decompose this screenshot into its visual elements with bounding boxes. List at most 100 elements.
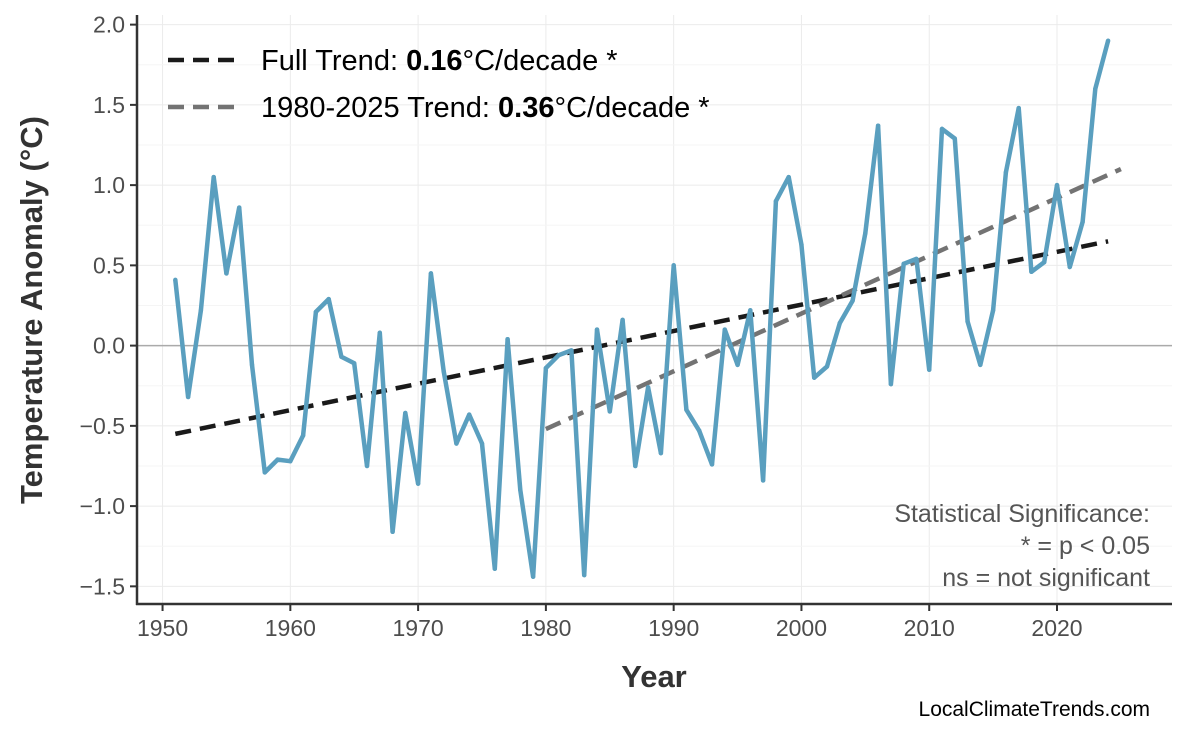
data-point <box>479 441 485 446</box>
data-point <box>185 394 191 400</box>
data-point <box>198 308 204 313</box>
data-point <box>1067 264 1072 270</box>
data-point <box>454 441 459 446</box>
data-point <box>377 330 382 335</box>
legend-label-2: 1980-2025 Trend: 0.36°C/decade * <box>261 92 710 124</box>
data-point <box>415 481 421 486</box>
data-point <box>952 136 957 141</box>
data-point <box>249 362 255 368</box>
data-point <box>556 353 561 358</box>
y-tick-label: 1.5 <box>93 92 125 118</box>
data-point <box>875 123 881 128</box>
data-point <box>901 261 906 266</box>
data-point <box>658 450 664 456</box>
y-tick-label: 0.5 <box>93 252 125 278</box>
axes <box>130 15 1172 611</box>
x-tick-label: 1950 <box>137 615 188 641</box>
note-line-3: ns = not significant <box>942 564 1150 592</box>
data-point <box>837 320 842 326</box>
x-tick-label: 1970 <box>393 615 444 641</box>
anomaly-line <box>173 40 1111 579</box>
legend-suffix: °C/decade * <box>554 92 709 124</box>
series-lines <box>173 38 1111 579</box>
trend-line-2 <box>544 167 1122 432</box>
data-point <box>237 205 242 210</box>
data-point <box>1003 170 1009 175</box>
data-point <box>863 231 868 236</box>
data-point <box>709 462 715 467</box>
data-point <box>569 348 574 353</box>
data-point <box>211 174 216 180</box>
data-point <box>607 409 612 414</box>
data-point <box>543 365 549 371</box>
data-point <box>914 256 919 262</box>
legend-trend-value: 0.16 <box>406 45 462 77</box>
data-point <box>518 487 523 493</box>
data-point <box>620 317 625 323</box>
data-point <box>773 198 779 204</box>
data-point <box>748 308 753 313</box>
y-tick-label: −0.5 <box>80 413 125 439</box>
data-point <box>530 574 536 579</box>
legend-label-1: Full Trend: 0.16°C/decade * <box>261 45 618 77</box>
data-point <box>735 362 740 368</box>
site-credit: LocalClimateTrends.com <box>919 698 1150 721</box>
data-point <box>722 327 727 332</box>
note-line-2: * = p < 0.05 <box>1021 532 1150 560</box>
data-point <box>390 529 395 534</box>
data-point <box>760 478 766 483</box>
data-point <box>684 407 689 413</box>
y-tick-label: 2.0 <box>93 12 125 38</box>
significance-note: Statistical Significance: * = p < 0.05 n… <box>894 500 1150 592</box>
data-point <box>275 457 280 462</box>
x-tick-label: 1980 <box>520 615 571 641</box>
data-point <box>288 458 293 464</box>
data-point <box>824 364 830 369</box>
data-point <box>799 242 804 247</box>
data-point <box>786 174 791 180</box>
data-point <box>1105 38 1111 43</box>
x-tick-label: 2010 <box>904 615 955 641</box>
data-point <box>339 354 344 360</box>
data-point <box>467 412 472 417</box>
data-point <box>313 309 319 315</box>
data-point <box>645 385 651 390</box>
data-point <box>352 361 357 366</box>
data-point <box>262 470 267 475</box>
y-tick-label: −1.5 <box>80 573 125 599</box>
data-point <box>505 336 510 342</box>
data-point <box>594 327 600 332</box>
data-point <box>1080 219 1085 225</box>
y-tick-label: 0.0 <box>93 333 125 359</box>
legend: Full Trend: 0.16°C/decade *1980-2025 Tre… <box>168 45 710 124</box>
data-point <box>1016 105 1021 111</box>
x-tick-label: 1960 <box>265 615 316 641</box>
x-tick-label: 2000 <box>776 615 827 641</box>
legend-prefix: 1980-2025 Trend: <box>261 92 498 124</box>
data-point <box>812 375 817 380</box>
data-point <box>633 463 638 469</box>
data-point <box>582 572 587 578</box>
x-axis-label: Year <box>621 659 687 694</box>
data-point <box>939 126 945 132</box>
data-point <box>927 367 932 372</box>
legend-prefix: Full Trend: <box>261 45 406 77</box>
data-point <box>492 566 497 571</box>
x-tick-label: 1990 <box>648 615 699 641</box>
data-point <box>1054 182 1060 188</box>
data-point <box>364 463 370 469</box>
data-point <box>1042 259 1047 265</box>
data-point <box>403 410 408 416</box>
data-point <box>1029 269 1034 274</box>
data-point <box>965 319 970 324</box>
data-point <box>978 362 983 368</box>
data-point <box>428 271 434 276</box>
data-point <box>990 308 996 313</box>
x-tick-label: 2020 <box>1031 615 1082 641</box>
y-tick-label: 1.0 <box>93 172 125 198</box>
data-point <box>1093 86 1098 92</box>
y-axis-label: Temperature Anomaly (°C) <box>14 116 49 504</box>
y-tick-label: −1.0 <box>80 493 125 519</box>
data-point <box>697 428 702 433</box>
legend-trend-value: 0.36 <box>498 92 554 124</box>
